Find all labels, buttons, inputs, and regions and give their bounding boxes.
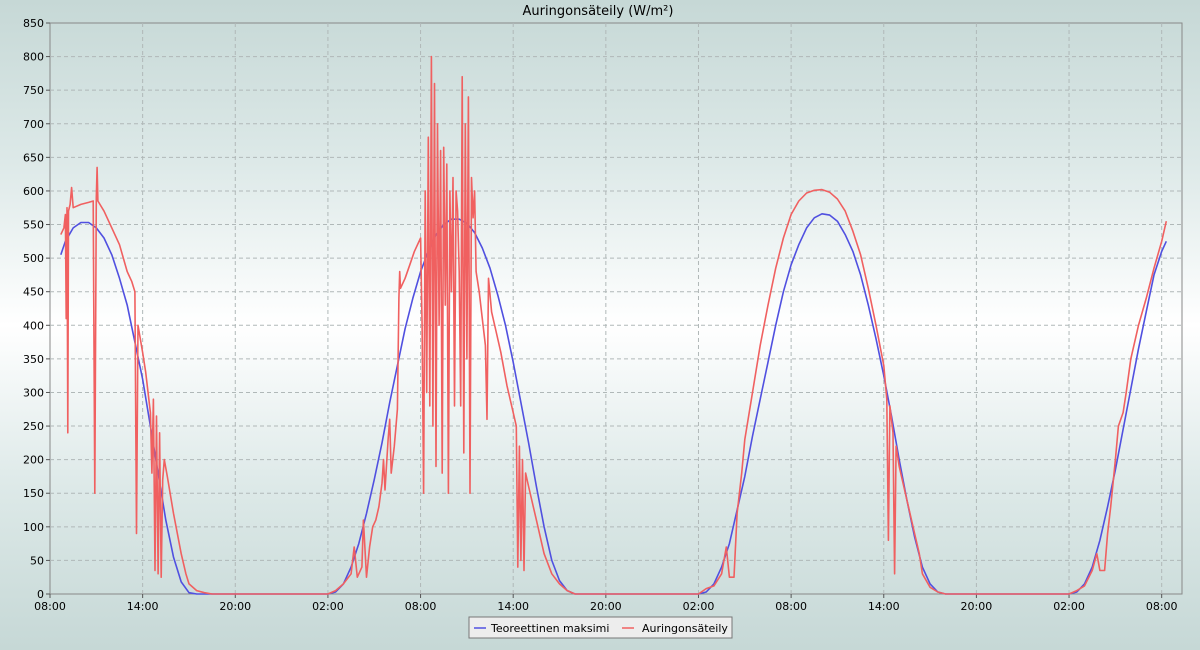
- x-axis: 08:00 14:00 20:00 02:00 08:00 14:00 20:00 02:00…: [34, 594, 1178, 613]
- x-tick-label: 08:00: [34, 600, 66, 613]
- y-tick-label: 400: [23, 319, 44, 332]
- y-tick-label: 600: [23, 185, 44, 198]
- y-tick-label: 750: [23, 84, 44, 97]
- plot-area-background: [49, 22, 1183, 595]
- legend: Teoreettinen maksimi Auringonsäteily: [468, 616, 733, 639]
- x-tick-label: 20:00: [590, 600, 622, 613]
- y-tick-label: 300: [23, 386, 44, 399]
- y-tick-label: 800: [23, 51, 44, 64]
- legend-box: [468, 616, 733, 639]
- y-tick-label: 550: [23, 219, 44, 232]
- y-tick-label: 500: [23, 252, 44, 265]
- x-tick-label: 20:00: [219, 600, 251, 613]
- x-tick-label: 14:00: [497, 600, 529, 613]
- y-tick-label: 100: [23, 521, 44, 534]
- y-tick-label: 50: [30, 554, 44, 567]
- grid-lines: [50, 23, 1182, 594]
- legend-label-teoreettinen-maksimi: Teoreettinen maksimi: [490, 622, 609, 635]
- legend-label-auringonsateily: Auringonsäteily: [642, 622, 728, 635]
- x-tick-label: 08:00: [775, 600, 807, 613]
- y-tick-label: 0: [37, 588, 44, 601]
- x-tick-label: 02:00: [312, 600, 344, 613]
- x-tick-label: 20:00: [961, 600, 993, 613]
- series-line-teoreettinen-maksimi: [60, 213, 1168, 595]
- x-tick-label: 14:00: [868, 600, 900, 613]
- series-line-auringonsateily: [60, 55, 1168, 595]
- y-tick-label: 150: [23, 487, 44, 500]
- x-tick-label: 08:00: [1146, 600, 1178, 613]
- y-tick-label: 200: [23, 454, 44, 467]
- x-tick-label: 02:00: [1053, 600, 1085, 613]
- y-tick-label: 350: [23, 353, 44, 366]
- y-axis: 0 50 100 150 200 250 300 350 400 450 500 550 600 650 7…: [23, 17, 50, 601]
- series-layer: [60, 55, 1168, 595]
- y-tick-label: 650: [23, 151, 44, 164]
- y-tick-label: 700: [23, 118, 44, 131]
- x-tick-label: 08:00: [405, 600, 437, 613]
- x-tick-label: 02:00: [683, 600, 715, 613]
- y-tick-label: 850: [23, 17, 44, 30]
- y-tick-label: 450: [23, 286, 44, 299]
- y-tick-label: 250: [23, 420, 44, 433]
- x-tick-label: 14:00: [127, 600, 159, 613]
- chart-title: Auringonsäteily (W/m²): [523, 4, 674, 19]
